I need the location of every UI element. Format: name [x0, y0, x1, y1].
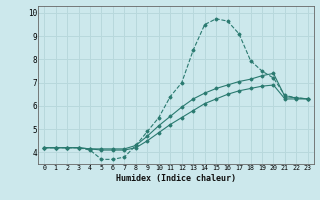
X-axis label: Humidex (Indice chaleur): Humidex (Indice chaleur)	[116, 174, 236, 183]
